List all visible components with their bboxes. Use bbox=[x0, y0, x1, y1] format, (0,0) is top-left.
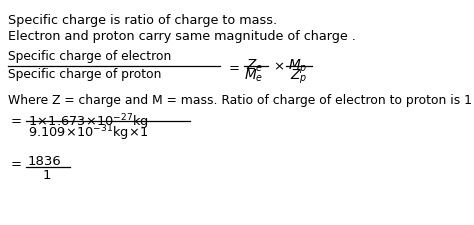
Text: Specific charge of proton: Specific charge of proton bbox=[8, 68, 161, 81]
Text: 1: 1 bbox=[43, 168, 52, 181]
Text: $M_p$: $M_p$ bbox=[288, 58, 307, 76]
Text: $1\!\times\!1.673\!\times\!10^{-27}\mathrm{kg}$: $1\!\times\!1.673\!\times\!10^{-27}\math… bbox=[28, 112, 149, 131]
Text: $Z_p$: $Z_p$ bbox=[290, 68, 307, 86]
Text: $Z_e$: $Z_e$ bbox=[246, 58, 263, 74]
Text: $9.109\!\times\!10^{-31}\mathrm{kg}\!\times\!1$: $9.109\!\times\!10^{-31}\mathrm{kg}\!\ti… bbox=[28, 122, 149, 142]
Text: $=$: $=$ bbox=[226, 60, 240, 73]
Text: Specific charge of electron: Specific charge of electron bbox=[8, 50, 171, 63]
Text: 1836: 1836 bbox=[28, 154, 62, 167]
Text: $M_e$: $M_e$ bbox=[244, 68, 263, 84]
Text: Electron and proton carry same magnitude of charge .: Electron and proton carry same magnitude… bbox=[8, 30, 356, 43]
Text: $=$: $=$ bbox=[8, 156, 22, 169]
Text: Specific charge is ratio of charge to mass.: Specific charge is ratio of charge to ma… bbox=[8, 14, 277, 27]
Text: $=$: $=$ bbox=[8, 113, 22, 126]
Text: $\times$: $\times$ bbox=[273, 60, 284, 73]
Text: Where Z = charge and M = mass. Ratio of charge of electron to proton is 1: Where Z = charge and M = mass. Ratio of … bbox=[8, 94, 472, 106]
